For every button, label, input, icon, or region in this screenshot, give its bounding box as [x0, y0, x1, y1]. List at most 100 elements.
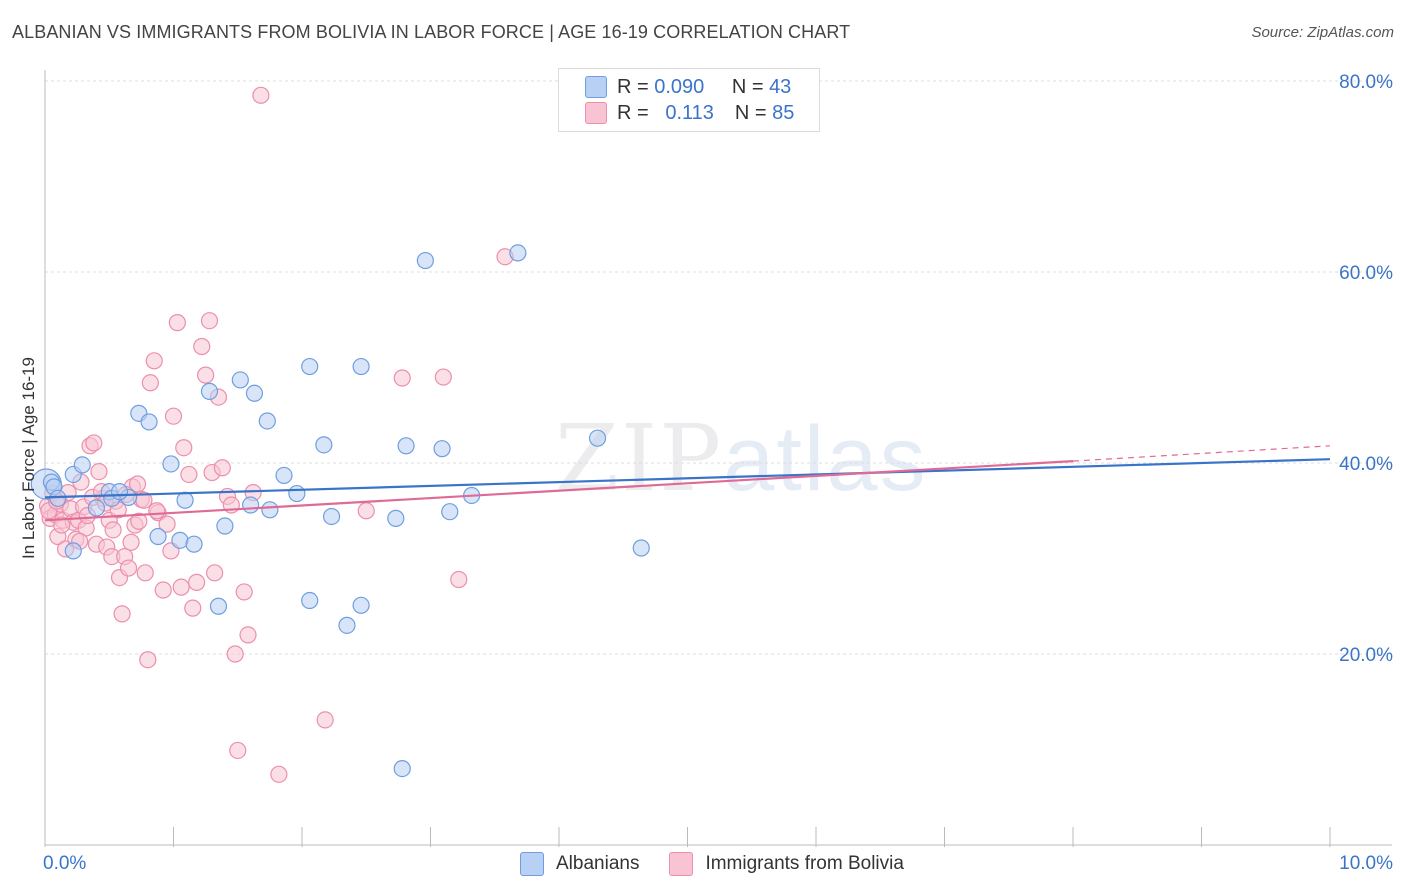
data-point-bolivia [193, 337, 211, 356]
axes [44, 70, 1392, 847]
data-point-albanian [441, 503, 459, 521]
data-point-albanian [322, 507, 341, 526]
bolivia-points [38, 86, 514, 783]
data-point-albanian [110, 483, 129, 501]
legend-label-bolivia: Immigrants from Bolivia [705, 853, 904, 874]
data-point-bolivia [316, 711, 334, 729]
watermark: ZIPatlas [555, 405, 928, 512]
data-point-bolivia [104, 521, 122, 539]
watermark-atlas: atlas [723, 408, 928, 510]
x-tick-label: 10.0% [1339, 853, 1393, 874]
data-point-albanian [64, 542, 82, 560]
legend-n-value: 43 [769, 75, 792, 98]
data-point-bolivia [53, 516, 71, 534]
data-point-albanian [176, 491, 194, 509]
data-point-bolivia [145, 352, 163, 370]
data-point-bolivia [188, 573, 206, 591]
trend-line-bolivia-extension [1072, 445, 1331, 462]
data-point-albanian [632, 539, 650, 557]
data-point-albanian [261, 501, 279, 519]
legend-r-label: R = [617, 101, 649, 124]
data-point-bolivia [90, 462, 108, 481]
legend-r-value: 0.090 [654, 75, 705, 98]
legend-item-bolivia[interactable]: Immigrants from Bolivia [669, 852, 904, 876]
data-point-bolivia [172, 578, 190, 596]
y-tick-label: 60.0% [1339, 263, 1393, 284]
data-point-bolivia [235, 583, 253, 601]
data-point-albanian [140, 413, 158, 431]
watermark-zip: ZIP [555, 405, 724, 512]
data-point-bolivia [197, 366, 215, 384]
data-point-albanian [49, 489, 67, 507]
data-point-bolivia [85, 434, 103, 452]
legend-swatch-blue [520, 852, 544, 876]
y-tick-label: 80.0% [1339, 72, 1393, 93]
data-point-bolivia [357, 502, 375, 520]
data-point-albanian [73, 456, 91, 474]
data-point-bolivia [139, 651, 157, 669]
data-point-albanian [242, 496, 260, 514]
data-point-albanian [315, 436, 333, 454]
data-point-albanian [245, 384, 264, 402]
legend-n-label: N = [731, 75, 764, 98]
trend-line-bolivia [44, 459, 1074, 522]
y-tick-label: 40.0% [1339, 454, 1393, 475]
data-point-bolivia [239, 626, 257, 644]
data-point-bolivia [148, 502, 166, 520]
data-point-bolivia [164, 407, 183, 425]
data-point-albanian [338, 616, 356, 634]
data-point-bolivia [158, 515, 176, 533]
data-point-albanian [149, 527, 167, 546]
data-point-albanian [588, 429, 607, 447]
data-point-bolivia [229, 741, 247, 760]
data-point-albanian [288, 484, 306, 503]
data-point-albanian [352, 596, 370, 614]
data-point-bolivia [270, 765, 288, 783]
data-point-albanian [209, 597, 228, 615]
data-point-bolivia [206, 564, 224, 582]
chart-title: ALBANIAN VS IMMIGRANTS FROM BOLIVIA IN L… [12, 22, 851, 42]
data-point-bolivia [180, 465, 198, 484]
data-point-albanian [185, 535, 203, 553]
data-point-bolivia [136, 564, 154, 582]
data-point-albanian [231, 371, 249, 389]
y-axis-label: In Labor Force | Age 16-19 [19, 357, 38, 559]
trend-line-albanians [44, 458, 1331, 499]
data-point-albanian [433, 440, 451, 458]
albanian-points [30, 244, 650, 778]
data-point-bolivia [213, 459, 231, 477]
legend-row-albanians: R = 0.090 N = 43 [585, 74, 791, 100]
data-point-albanian [352, 357, 370, 376]
data-point-albanian [416, 251, 434, 270]
legend-swatch-pink [669, 852, 694, 876]
legend-item-albanians[interactable]: Albanians [520, 852, 639, 876]
data-point-bolivia [200, 312, 219, 330]
data-point-bolivia [450, 570, 468, 589]
data-point-albanian [301, 591, 319, 610]
data-point-bolivia [122, 533, 140, 551]
legend-row-bolivia: R = 0.113 N = 85 [585, 100, 794, 126]
trend-lines [44, 445, 1331, 522]
data-point-bolivia [175, 439, 193, 457]
legend-n-value: 85 [772, 101, 795, 124]
data-point-bolivia [141, 374, 159, 392]
data-point-bolivia [113, 605, 131, 623]
y-tick-label: 20.0% [1339, 645, 1393, 666]
data-point-albanian [162, 455, 180, 473]
data-point-albanian [258, 412, 276, 430]
data-point-albanian [87, 499, 106, 517]
axis-labels: 20.0% 40.0% 60.0% 80.0% 0.0% 10.0% In Labor Fo… [19, 72, 1393, 874]
data-point-bolivia [226, 645, 244, 663]
data-point-albanian [301, 357, 319, 376]
data-point-albanian [387, 509, 405, 527]
grid-lines [45, 80, 1392, 655]
legend-swatch-pink [585, 102, 607, 124]
correlation-legend: R = 0.090 N = 43 R = 0.113 N = 85 [558, 68, 820, 132]
data-point-bolivia [252, 86, 270, 104]
data-point-albanian [216, 517, 234, 535]
data-point-bolivia [154, 581, 172, 599]
legend-r-label: R = [617, 75, 649, 98]
source-label: Source: ZipAtlas.com [1251, 24, 1394, 41]
data-point-albanian [397, 437, 415, 455]
